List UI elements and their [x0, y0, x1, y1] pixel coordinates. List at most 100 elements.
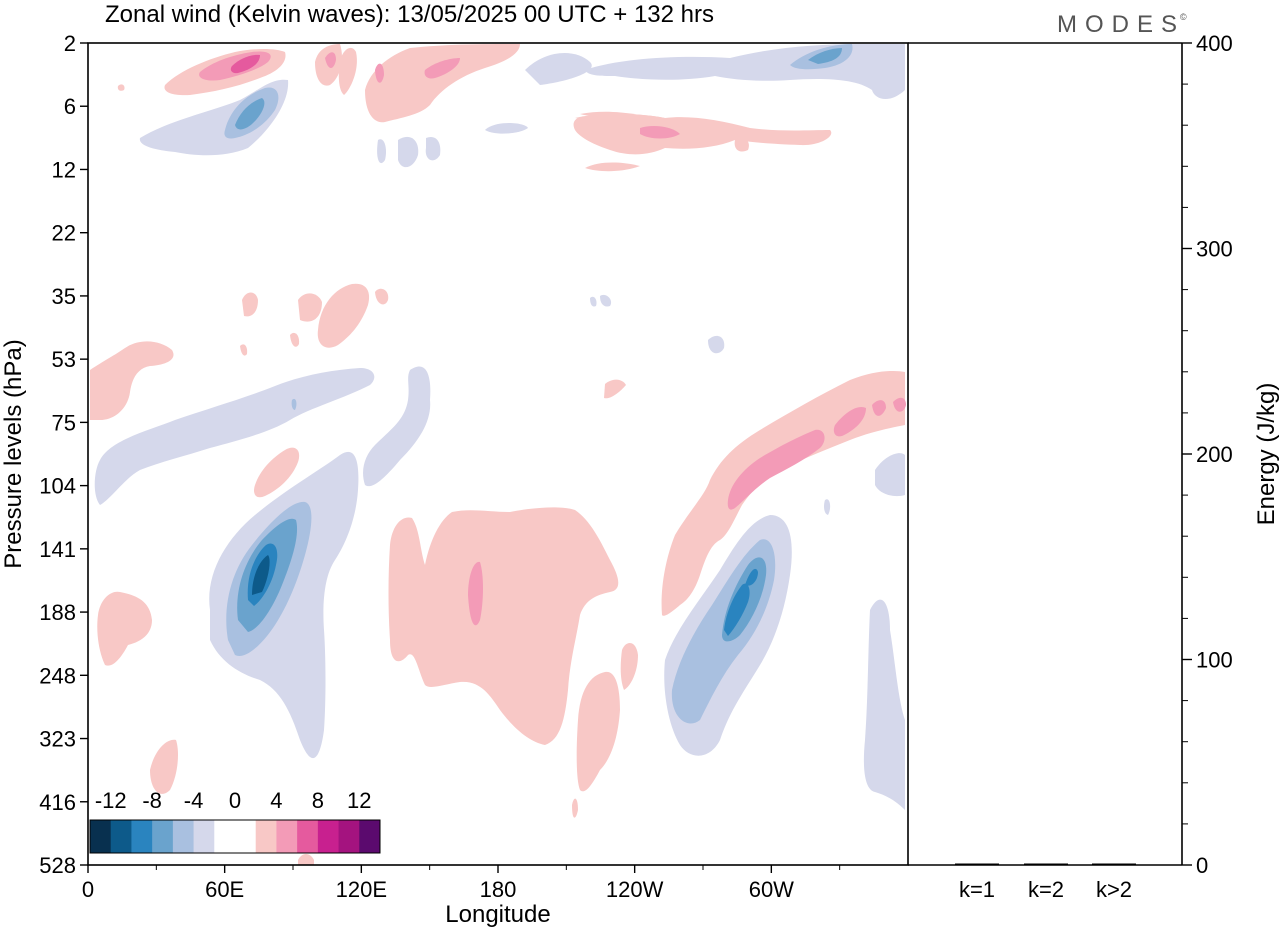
colorbar-labels: -12 -8 -4 0 4 8 12 — [95, 788, 372, 813]
energy-category-label: k=2 — [1028, 877, 1064, 902]
energy-bar — [1092, 863, 1136, 865]
y-tick-label: 22 — [52, 221, 76, 246]
heatmap-field — [88, 43, 908, 865]
contour-pos2-small-9 — [298, 854, 314, 865]
colorbar-swatch — [235, 820, 257, 853]
colorbar-swatch — [297, 820, 319, 853]
colorbar: -12 -8 -4 0 4 8 12 — [89, 788, 381, 854]
colorbar-swatch — [338, 820, 360, 853]
contour-neg2-small-9 — [300, 594, 310, 615]
colorbar-swatch — [317, 820, 340, 853]
contour-pos2-bar-1 — [573, 113, 832, 155]
contour-pos2-small-7 — [604, 379, 626, 399]
colorbar-swatch — [110, 820, 132, 853]
contour-pos2-left-2 — [97, 591, 152, 666]
energy-bars: k=1 k=2 k>2 — [955, 863, 1136, 902]
y-tick-label: 53 — [52, 347, 76, 372]
y-tick-label: 248 — [39, 663, 76, 688]
contour-neg10 — [252, 555, 270, 595]
contour-neg8-pacific-tip — [745, 568, 758, 586]
contour-pos4-diag-1 — [727, 429, 825, 510]
contour-neg6-strat-right — [808, 48, 842, 64]
contour-pos4-bar — [640, 126, 680, 139]
contour-neg4-speck — [291, 398, 297, 410]
x-tick-label: 120E — [336, 877, 387, 902]
y-tick-label: 2 — [64, 31, 76, 56]
brand-text: MODES — [1057, 11, 1185, 38]
contour-pos2-chunk-4 — [375, 288, 389, 305]
contour-neg2-strat-right — [525, 52, 592, 85]
y-tick-label: 104 — [39, 474, 76, 499]
contour-pos4 — [199, 51, 906, 626]
contour-pos2-chunk-3 — [317, 283, 370, 348]
energy-category-label: k=1 — [959, 877, 995, 902]
colorbar-swatches — [90, 820, 381, 853]
colorbar-swatch — [214, 820, 236, 853]
contour-pos4-col-2 — [375, 63, 384, 83]
contour-neg10-indian — [252, 555, 270, 595]
contour-neg8-pacific — [724, 583, 750, 636]
contour-pos6-strat-jet — [230, 54, 260, 74]
contour-neg2-small-4 — [377, 139, 387, 164]
colorbar-label: -8 — [142, 788, 162, 813]
colorbar-label: 12 — [347, 788, 371, 813]
colorbar-swatch — [255, 820, 277, 853]
contour-neg2-small-3 — [485, 123, 528, 134]
contour-pos2-chunk-2 — [298, 293, 322, 322]
contour-neg2-mid-right — [363, 366, 431, 487]
y-tick-label: 12 — [52, 157, 76, 182]
contour-pos2-strat-mid — [365, 44, 520, 123]
energy-tick-label: 0 — [1196, 853, 1208, 878]
contour-pos4-diag-3 — [872, 400, 886, 416]
y-tick-label: 75 — [52, 410, 76, 435]
x-tick-label: 0 — [82, 877, 94, 902]
contour-neg2-small-2 — [425, 136, 441, 161]
contour-pos2-diag-1 — [254, 447, 300, 498]
contour-pos2-chunk-6 — [240, 344, 248, 356]
contour-pos4-diag-2 — [833, 406, 866, 437]
energy-tick-label: 100 — [1196, 648, 1233, 673]
contour-pos2-central — [388, 507, 619, 745]
chart-title: Zonal wind (Kelvin waves): 13/05/2025 00… — [105, 1, 714, 28]
colorbar-swatch — [131, 820, 153, 853]
y-tick-label: 35 — [52, 284, 76, 309]
x-axis-title: Longitude — [445, 901, 550, 928]
colorbar-swatch — [90, 820, 112, 853]
contour-neg2-east-pacific — [863, 599, 905, 810]
energy-bar — [1024, 863, 1068, 865]
y-axis: 2 6 12 22 35 53 75 104 141 188 248 323 416 528 — [39, 31, 88, 878]
y-tick-label: 141 — [39, 537, 76, 562]
y-tick-label: 416 — [39, 790, 76, 815]
contour-neg2-right-edge — [875, 453, 905, 497]
contour-pos4-col-1 — [325, 52, 336, 68]
x-tick-label: 60E — [205, 877, 244, 902]
contour-neg2-small-8 — [824, 499, 831, 515]
contour-pos2-left-1 — [90, 341, 174, 420]
x-axis: 0 60E 120E 180 120W 60W — [82, 865, 841, 902]
contour-pos2-central-low — [576, 671, 620, 792]
x-tick-label: 60W — [749, 877, 794, 902]
contour-pos2-bar-3 — [585, 162, 640, 172]
contour-pos2-bar-5 — [580, 111, 635, 117]
brand-mark: © — [1180, 12, 1187, 22]
colorbar-label: -12 — [95, 788, 127, 813]
contour-pos2-bar-4 — [734, 137, 749, 152]
contour-neg2-small-1 — [398, 136, 419, 168]
contour-pos4-strat-mid — [424, 58, 460, 79]
contour-pos2-small-1 — [117, 84, 125, 91]
energy-tick-label: 200 — [1196, 442, 1233, 467]
energy-axis-title: Energy (J/kg) — [1253, 383, 1280, 526]
contour-pos2-chunk-1 — [242, 292, 258, 317]
contour-pos4-central — [468, 561, 483, 626]
contour-neg2-small-7 — [600, 294, 612, 307]
x-tick-label: 120W — [606, 877, 664, 902]
energy-axis: 0 100 200 300 400 — [1182, 31, 1233, 878]
colorbar-label: 0 — [229, 788, 241, 813]
contour-neg2-lower-strat-band — [94, 368, 375, 505]
colorbar-swatch — [359, 820, 381, 853]
contour-pos2-thin — [572, 798, 578, 818]
y-tick-label: 528 — [39, 853, 76, 878]
energy-tick-label: 400 — [1196, 31, 1233, 56]
colorbar-swatch — [276, 820, 298, 853]
